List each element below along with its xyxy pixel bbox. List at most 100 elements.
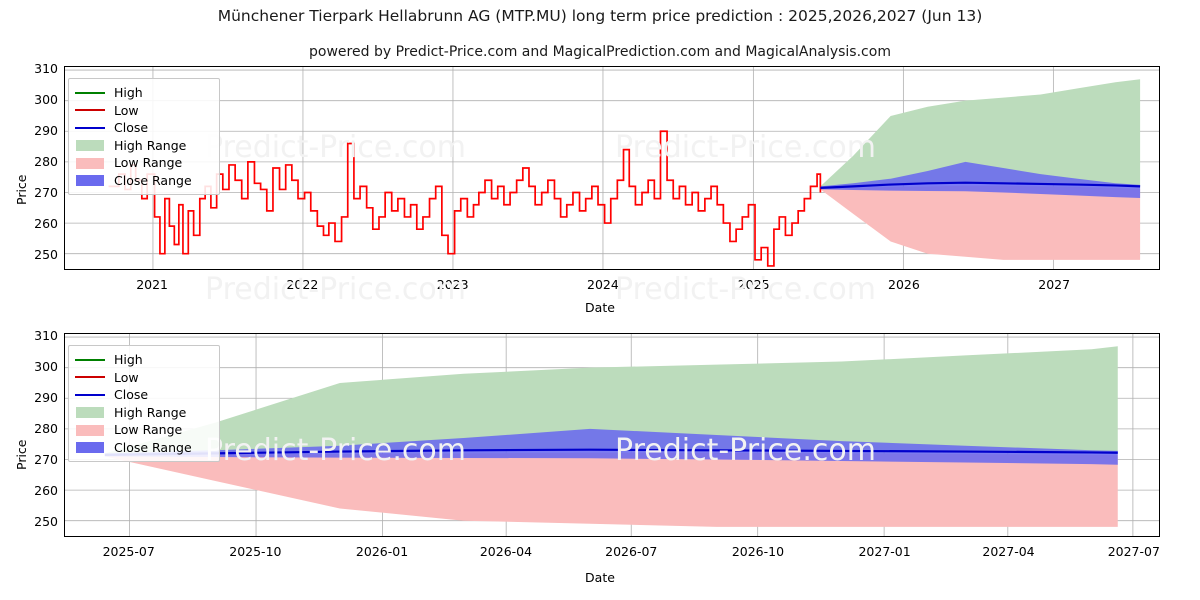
band-low-range [104,452,1118,527]
legend-label: High [114,352,143,367]
legend-item-close-range[interactable]: Close Range [75,439,211,457]
y-tick-label: 280 [34,153,58,169]
x-tick-label: 2027-04 [982,544,1035,559]
x-tick-label: 2026-07 [605,544,658,559]
legend-label: Close [114,120,149,135]
legend-swatch [75,91,105,94]
y-tick-label: 260 [34,482,58,498]
legend-item-high[interactable]: High [75,84,211,102]
legend-label: High [114,85,143,100]
y-tick-label: 290 [34,389,58,405]
x-tick-label: 2026-04 [479,544,533,559]
y-tick-label: 270 [34,184,58,200]
legend-label: Close Range [114,439,192,455]
legend-label: Low Range [114,155,183,170]
legend-patch-icon [75,139,105,152]
y-tick-label: 310 [34,328,58,344]
band-close-range [104,428,1118,465]
legend-line-icon [75,104,105,116]
legend-label: High Range [114,137,187,153]
bottom-x-axis-label: Date [585,570,615,585]
legend-swatch [76,442,104,454]
bottom-plot-area [64,333,1160,537]
legend-item-high[interactable]: High [75,351,211,369]
legend-swatch [76,175,104,187]
y-tick-label: 280 [34,420,58,436]
top-chart-panel: Price 250 260 270 280 290 300 310 2021 2022 2023… [14,61,1160,315]
x-tick-label: 2026-10 [731,544,785,559]
legend-label: Low [114,369,139,385]
y-tick-label: 300 [34,92,58,107]
legend-item-high-range[interactable]: High Range [75,404,211,422]
legend-item-low[interactable]: Low [75,369,211,387]
y-tick-label: 310 [34,61,58,77]
legend-swatch [75,393,105,396]
top-x-axis-label: Date [585,300,615,315]
legend-label: High Range [114,404,187,420]
legend-line-icon [75,371,105,383]
y-tick-label: 300 [34,359,58,374]
legend-line-icon [75,354,105,366]
legend-patch-icon [75,441,105,454]
page-subtitle: powered by Predict-Price.com and Magical… [309,44,891,60]
x-tick-label: 2025-10 [229,544,282,559]
legend-swatch [75,109,105,112]
x-tick-label: 2027-01 [858,544,911,559]
band-high-range [104,346,1118,455]
legend-swatch [75,376,105,379]
legend-swatch [75,126,105,129]
x-tick-label: 2026 [888,277,920,292]
legend-item-close-range[interactable]: Close Range [75,172,211,190]
bottom-chart-legend[interactable]: High Low Close High Range Low Range Close Ran… [68,345,220,462]
band-high-range [820,79,1141,188]
y-tick-label: 270 [34,451,58,467]
series-close-forecast [820,181,1141,189]
x-tick-label: 2024 [587,277,619,292]
legend-swatch [76,140,104,152]
y-tick-label: 250 [34,246,58,262]
x-tick-label: 2021 [136,277,168,292]
legend-swatch [76,157,104,169]
legend-label: Close Range [114,172,192,188]
legend-swatch [75,358,105,361]
legend-item-high-range[interactable]: High Range [75,137,211,155]
legend-item-close[interactable]: Close [75,119,211,137]
legend-label: Low Range [114,422,183,437]
series-close-forecast [104,448,1118,456]
band-close-range [820,161,1141,198]
legend-patch-icon [75,157,105,169]
x-tick-label: 2025 [737,277,770,292]
legend-line-icon [75,389,105,401]
legend-item-close[interactable]: Close [75,386,211,404]
legend-patch-icon [75,406,105,419]
bottom-chart-panel: Price 250 260 270 280 290 300 310 2025-07 2025-… [0,320,1200,600]
top-plot-area [64,66,1160,270]
top-plot-svg [65,67,1159,269]
x-tick-label: 2027-07 [1107,544,1160,559]
legend-patch-icon [75,424,105,436]
legend-item-low-range[interactable]: Low Range [75,154,211,172]
legend-swatch [76,407,104,419]
top-chart-legend[interactable]: High Low Close High Range Low Range Close Ran… [68,78,220,195]
x-tick-label: 2022 [286,277,319,292]
y-tick-label: 290 [34,122,58,138]
legend-label: Low [114,102,139,118]
series-low-history [108,130,822,267]
x-tick-label: 2025-07 [102,544,155,559]
y-tick-label: 260 [34,215,58,231]
band-low-range [820,185,1141,260]
legend-item-low-range[interactable]: Low Range [75,421,211,439]
legend-item-low[interactable]: Low [75,102,211,120]
legend-line-icon [75,122,105,134]
legend-patch-icon [75,174,105,187]
page-title: Münchener Tierpark Hellabrunn AG (MTP.MU… [217,7,983,25]
legend-swatch [76,424,104,436]
x-tick-label: 2027 [1038,277,1071,292]
legend-line-icon [75,87,105,99]
bottom-plot-svg [65,334,1159,536]
x-tick-label: 2023 [436,277,469,292]
y-tick-label: 250 [34,513,58,529]
legend-label: Close [114,387,149,402]
x-tick-label: 2026-01 [355,544,409,559]
